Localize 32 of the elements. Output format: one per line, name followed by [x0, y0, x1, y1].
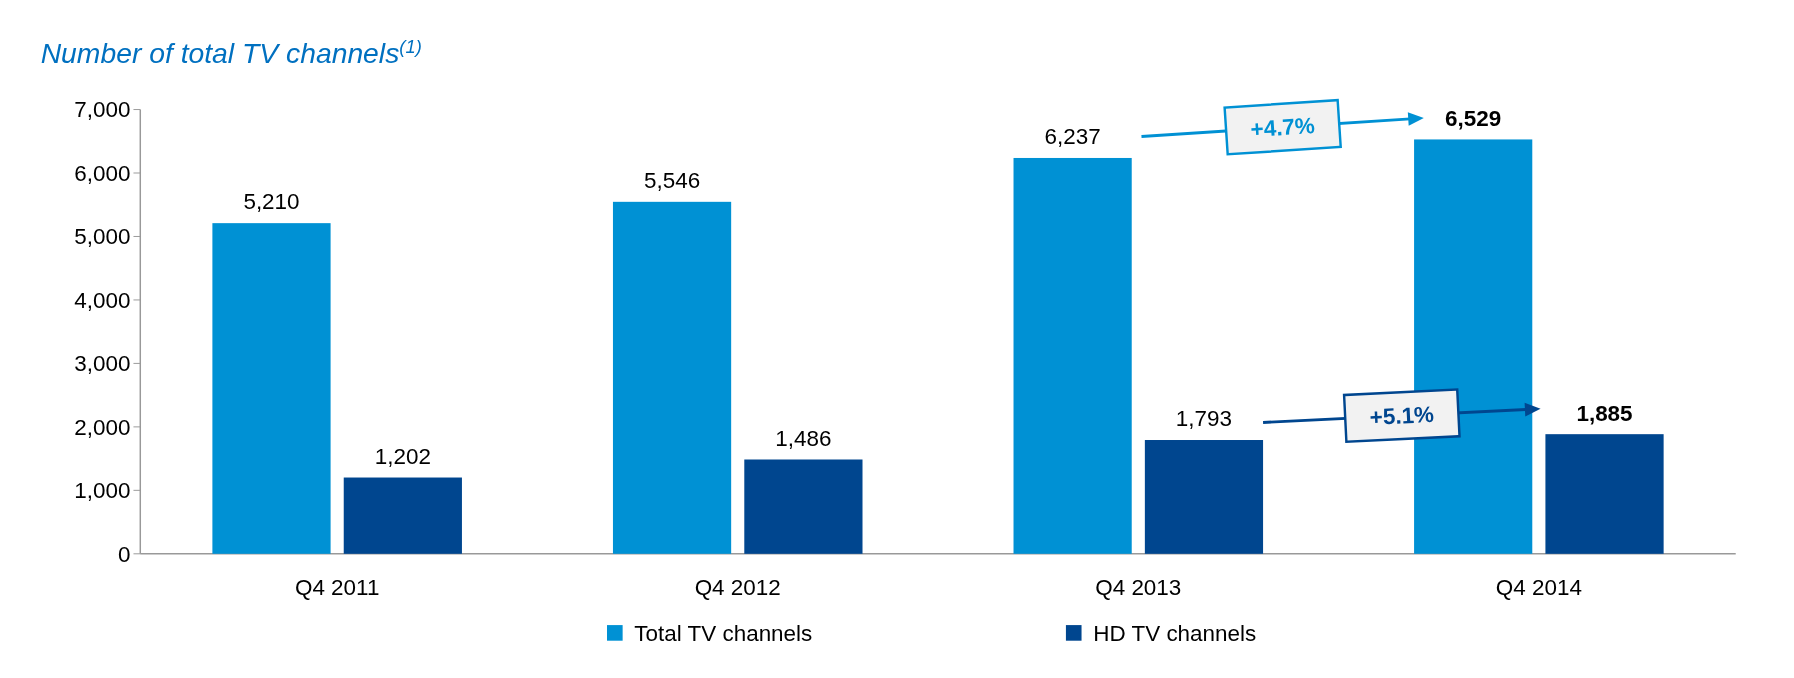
x-tick-label: Q4 2013 — [1095, 574, 1182, 600]
data-label: 5,210 — [243, 189, 300, 215]
data-label: 5,546 — [643, 168, 701, 194]
bar — [1013, 157, 1132, 554]
y-tick-label: 1,000 — [74, 478, 131, 504]
bar — [212, 223, 331, 554]
annotation: +5.1% — [1369, 401, 1435, 430]
y-tick-label: 6,000 — [74, 160, 131, 186]
data-label: 6,237 — [1044, 124, 1101, 150]
data-label: 1,486 — [775, 425, 832, 451]
chart-title: Number of total TV channels$^{(1)}$ — [40, 35, 422, 69]
bar — [744, 459, 863, 554]
legend-label: HD TV channels — [1093, 620, 1257, 646]
y-tick-label: 0 — [118, 541, 131, 567]
data-label: 6,529 — [1445, 105, 1502, 131]
data-label: 1,793 — [1175, 406, 1233, 432]
bar — [343, 477, 462, 554]
bar — [612, 201, 732, 554]
y-tick-label: 5,000 — [74, 224, 131, 250]
data-label: 1,885 — [1576, 400, 1633, 426]
x-tick-label: Q4 2014 — [1495, 574, 1582, 600]
bar — [1545, 434, 1664, 554]
y-tick-label: 2,000 — [74, 414, 131, 440]
y-tick-label: 7,000 — [74, 97, 131, 123]
bar — [1144, 440, 1264, 554]
y-tick-label: 3,000 — [74, 351, 131, 377]
data-label: 1,202 — [374, 443, 431, 469]
x-tick-label: Q4 2011 — [294, 574, 380, 600]
legend-label: Total TV channels — [634, 620, 813, 646]
annotation: +4.7% — [1249, 112, 1316, 143]
y-tick-label: 4,000 — [74, 287, 131, 313]
x-tick-label: Q4 2012 — [694, 574, 781, 600]
